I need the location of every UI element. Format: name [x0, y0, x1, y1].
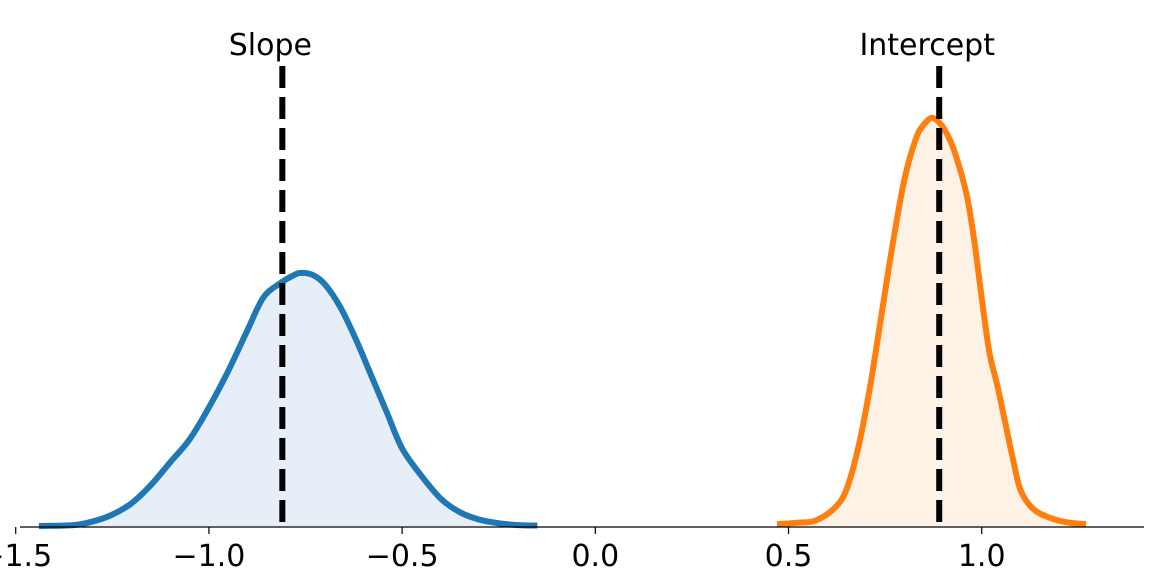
x-tick-label-5: 1.0 — [958, 539, 1006, 574]
density-curve-0 — [38, 269, 538, 529]
reference-lines: Slope Intercept — [229, 28, 995, 526]
density-areas — [38, 117, 1087, 526]
reference-label-1: Intercept — [859, 28, 995, 63]
x-axis-ticks: −1.5 −1.0 −0.5 0.0 0.5 1.0 — [0, 527, 1006, 574]
density-curve-1 — [776, 114, 1087, 528]
density-area-0 — [38, 272, 538, 526]
x-tick-label-2: −0.5 — [366, 539, 439, 574]
x-tick-label-1: −1.0 — [172, 539, 245, 574]
x-tick-label-4: 0.5 — [765, 539, 813, 574]
density-area-1 — [776, 117, 1087, 526]
reference-label-0: Slope — [229, 28, 312, 63]
x-tick-label-0: −1.5 — [0, 539, 52, 574]
x-tick-label-3: 0.0 — [571, 539, 619, 574]
density-curves — [38, 114, 1087, 529]
